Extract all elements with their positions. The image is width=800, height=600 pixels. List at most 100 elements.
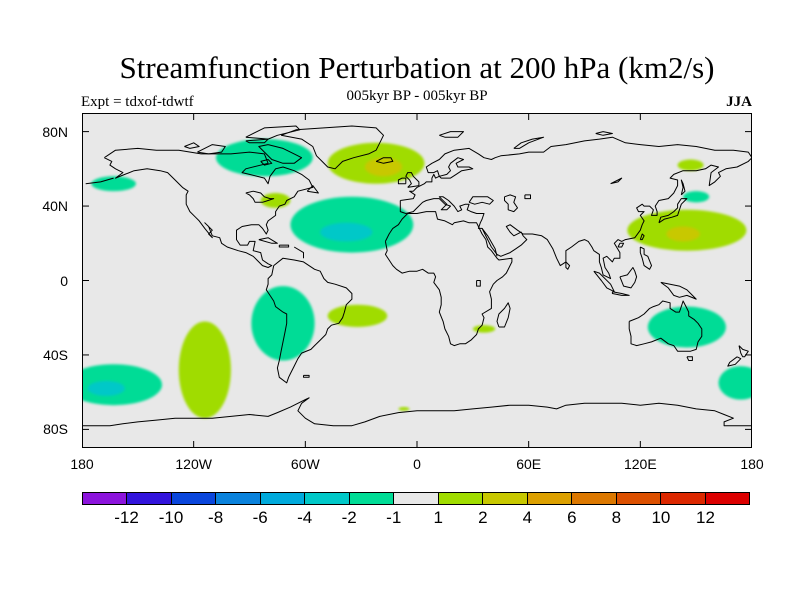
coastline-arabia-red-sea [481, 228, 498, 257]
coastline-ireland [397, 177, 407, 185]
colorbar-box [527, 493, 573, 504]
coastline-eurasia [399, 136, 752, 280]
colorbar-box [394, 493, 439, 504]
coastline-java [611, 291, 630, 296]
colorbar-label: 10 [651, 508, 671, 527]
coastline-caspian [504, 194, 518, 213]
x-tick-label: 120W [175, 456, 212, 472]
coastline-caribbean-antilles [293, 246, 304, 259]
colorbar-box [705, 493, 750, 504]
colorbar-label: -4 [297, 508, 313, 527]
anomaly-north-america-neg [216, 139, 313, 177]
coastline-falklands [303, 374, 310, 378]
coastline-uk [405, 172, 420, 188]
coastline-cuba [258, 237, 278, 244]
colorbar-box [83, 493, 128, 504]
x-tick-label: 0 [413, 456, 421, 472]
colorbar-label: 8 [611, 508, 622, 527]
experiment-label: Expt = tdxof-tdwtf [81, 94, 194, 110]
coastline-north-america [104, 147, 314, 268]
colorbar-label: -1 [386, 508, 402, 527]
y-tick-label: 80S [43, 421, 68, 438]
anomaly-atlantic-neg-core [320, 222, 373, 242]
colorbar-box [171, 493, 217, 504]
coastline-aleutians [85, 177, 114, 185]
anomaly-pacific-north-neg [91, 176, 136, 192]
coastline-borneo [619, 267, 638, 289]
coastline-south-america [265, 257, 353, 384]
colorbar-label: 6 [567, 508, 577, 527]
x-tick-label: 180 [740, 456, 764, 472]
anomaly-southern-ocean-neg-core [87, 381, 125, 396]
coastline-madagascar [496, 302, 511, 328]
colorbar-box [305, 493, 350, 504]
map-svg [81, 113, 753, 448]
colorbar-label: -6 [252, 508, 268, 527]
coastline-africa [384, 211, 513, 347]
colorbar [82, 492, 750, 505]
y-tick-label: 0 [60, 272, 68, 289]
coastline-newfoundland [306, 185, 319, 194]
anomaly-japan-pos-core [666, 226, 700, 242]
coastline-greenland [280, 125, 384, 170]
coastline-baikal [610, 177, 623, 185]
season-label: JJA [726, 94, 752, 110]
plot-subtitle: 005kyr BP - 005kyr BP [346, 88, 488, 104]
plot-title: Streamfunction Perturbation at 200 hPa (… [119, 50, 715, 85]
coastline-victoria [476, 280, 481, 287]
coastline-hainan [617, 242, 625, 248]
coastline-taiwan [639, 233, 645, 241]
y-tick-label: 40S [43, 346, 68, 363]
colorbar-box [572, 493, 617, 504]
coastline-antarctica [82, 397, 752, 437]
anomaly-nw-pacific-neg [683, 191, 710, 203]
colorbar-box [438, 493, 484, 504]
coastline-scandinavia-baltic [438, 157, 474, 179]
coastline-japan [658, 198, 688, 224]
map-panel [81, 113, 753, 448]
coastline-victoria-island [197, 144, 226, 155]
x-tick-label: 180 [70, 456, 94, 472]
coastline-iceland [375, 157, 394, 164]
x-tick-label: 60W [290, 456, 320, 472]
coastline-aral [524, 194, 531, 200]
colorbar-box [483, 493, 528, 504]
coastline-sri-lanka [565, 261, 571, 270]
colorbar-box [616, 493, 662, 504]
coastline-australia [628, 300, 703, 352]
coastline-hudson-bay-islands [260, 159, 273, 166]
anomaly-se-indian-neg [718, 366, 752, 400]
colorbar-box [661, 493, 706, 504]
colorbar-label: 12 [695, 508, 715, 527]
coastline-baffin [258, 144, 303, 164]
y-tick-label: 80N [42, 123, 68, 140]
anomaly-greenland-pos-core [364, 157, 403, 177]
colorbar-label: -2 [341, 508, 357, 527]
anomaly-kamchatka-pos [677, 159, 704, 171]
colorbar-label: 1 [433, 508, 443, 527]
coastline-new-zealand-n [738, 345, 749, 358]
anomaly-antarctic-pos [398, 407, 410, 411]
colorbar-label: -8 [208, 508, 224, 527]
coastline-novaya-zemlya [513, 136, 545, 149]
y-tick-label: 40N [42, 198, 68, 215]
colorbar-label: -12 [114, 508, 139, 527]
coastline-sakhalin [680, 179, 686, 196]
anomaly-australia-neg [647, 306, 726, 348]
coastline-new-guinea [660, 281, 697, 300]
anomaly-south-africa-pos [472, 325, 496, 333]
colorbar-label: -10 [158, 508, 184, 527]
colorbar-label: 2 [478, 508, 488, 527]
coastline-hispaniola [278, 244, 290, 248]
colorbar-box [349, 493, 395, 504]
coastline-philippines [639, 246, 652, 270]
anomaly-east-us-pos [260, 193, 291, 208]
anomaly-south-atlantic-pos [327, 304, 388, 328]
coastline-new-zealand-s [727, 356, 742, 367]
coastline-black-sea [468, 196, 494, 205]
colorbar-box [127, 493, 172, 504]
coastline-severnaya [595, 131, 613, 136]
colorbar-box [216, 493, 261, 504]
coastline-great-lakes [245, 190, 275, 203]
colorbar-box [260, 493, 306, 504]
